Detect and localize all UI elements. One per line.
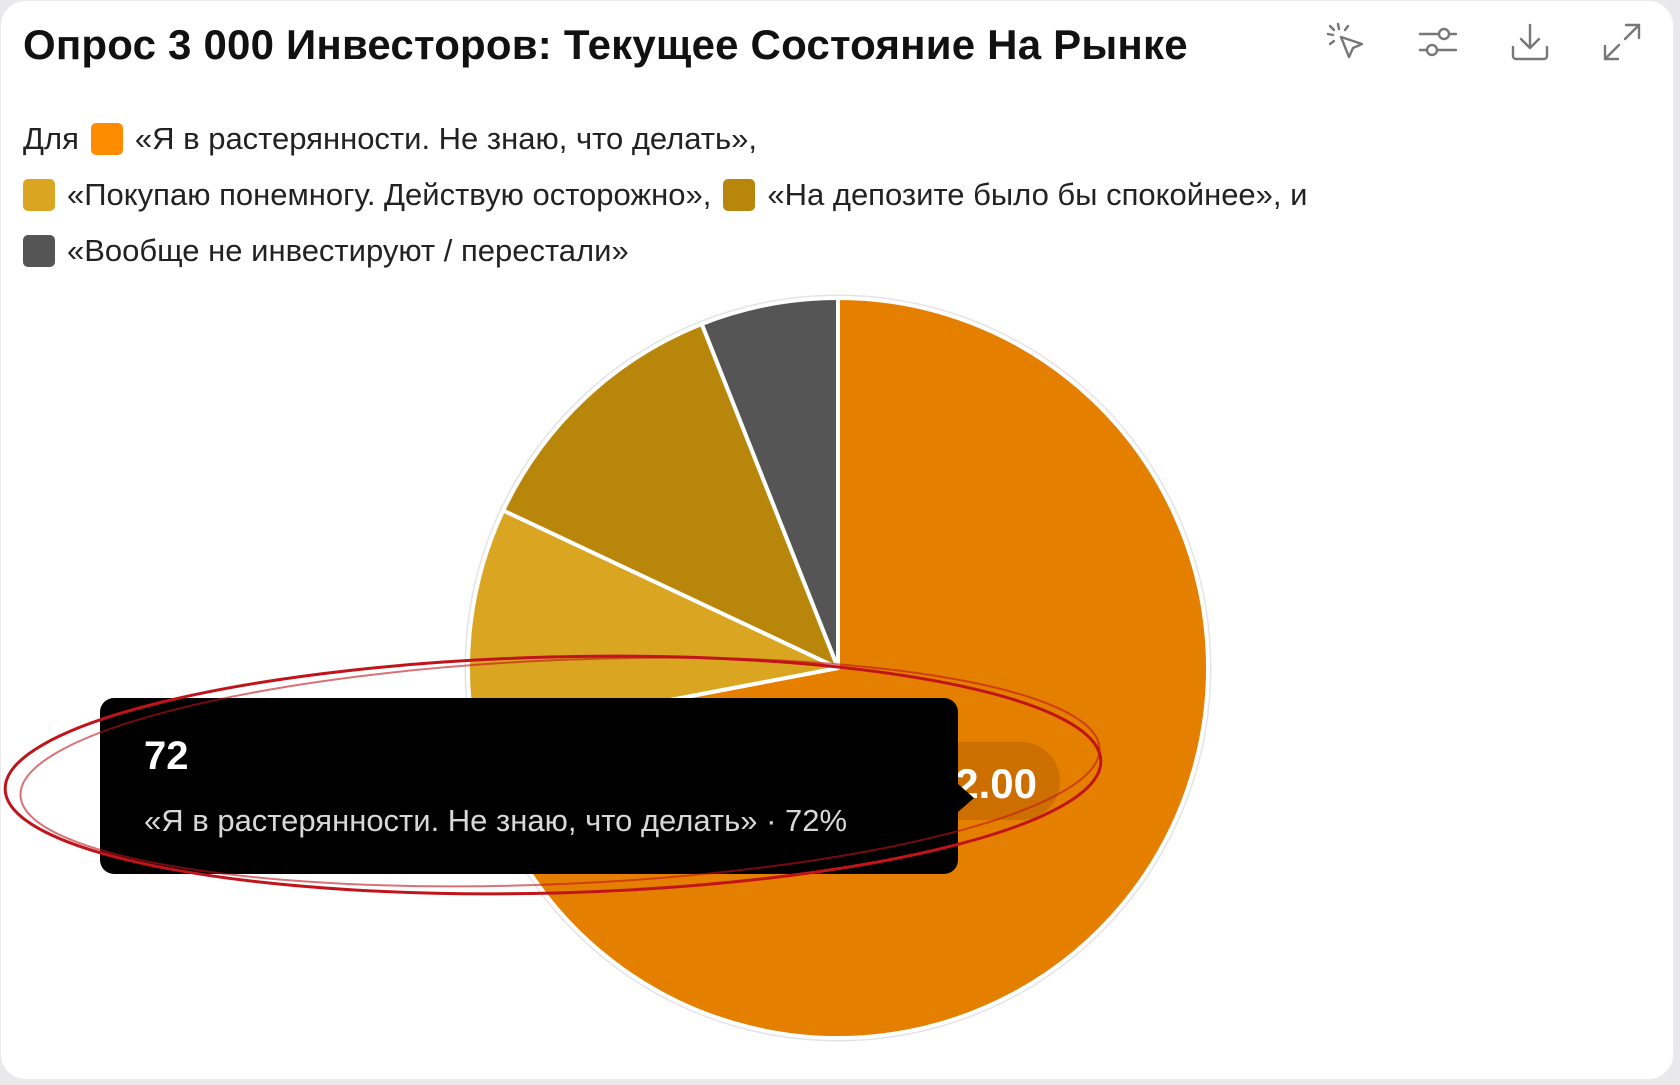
chart-legend: Для «Я в растерянности. Не знаю, что дел… xyxy=(23,111,1307,279)
legend-label: «Я в растерянности. Не знаю, что делать»… xyxy=(134,121,757,156)
pie-slice-not-investing[interactable] xyxy=(699,296,840,670)
chart-tooltip: 72 «Я в растерянности. Не знаю, что дела… xyxy=(100,698,974,874)
legend-item-confused[interactable]: «Я в растерянности. Не знаю, что делать»… xyxy=(79,111,757,167)
pie-slice-deposit[interactable] xyxy=(501,321,840,670)
legend-prefix: Для xyxy=(23,121,79,156)
tooltip-label: «Я в растерянности. Не знаю, что делать»… xyxy=(144,803,848,838)
click-pointer-icon xyxy=(1326,22,1364,59)
legend-item-deposit[interactable]: «На депозите было бы спокойнее», и xyxy=(711,167,1307,223)
tooltip-arrow xyxy=(958,784,974,812)
legend-item-buying-slowly[interactable]: «Покупаю понемногу. Действую осторожно», xyxy=(23,167,711,223)
legend-label: «На депозите было бы спокойнее», и xyxy=(767,177,1308,212)
legend-item-not-investing[interactable]: «Вообще не инвестируют / перестали» xyxy=(23,223,629,279)
legend-swatch xyxy=(90,123,123,155)
tooltip-value: 72 xyxy=(144,734,189,778)
settings-sliders-button[interactable] xyxy=(1415,19,1461,65)
download-button[interactable] xyxy=(1507,19,1553,65)
chart-title: Опрос 3 000 Инвесторов: Текущее Состояни… xyxy=(23,21,1188,68)
legend-label: «Покупаю понемногу. Действую осторожно», xyxy=(67,177,712,212)
legend-swatch xyxy=(23,235,55,267)
click-pointer-button[interactable] xyxy=(1323,19,1369,65)
expand-button[interactable] xyxy=(1599,19,1645,65)
chart-toolbar xyxy=(1323,19,1645,65)
legend-swatch xyxy=(723,179,756,211)
sliders-icon xyxy=(1418,27,1458,57)
legend-label: «Вообще не инвестируют / перестали» xyxy=(67,233,629,268)
download-icon xyxy=(1511,23,1549,61)
expand-icon xyxy=(1603,23,1641,61)
legend-swatch xyxy=(23,179,55,211)
